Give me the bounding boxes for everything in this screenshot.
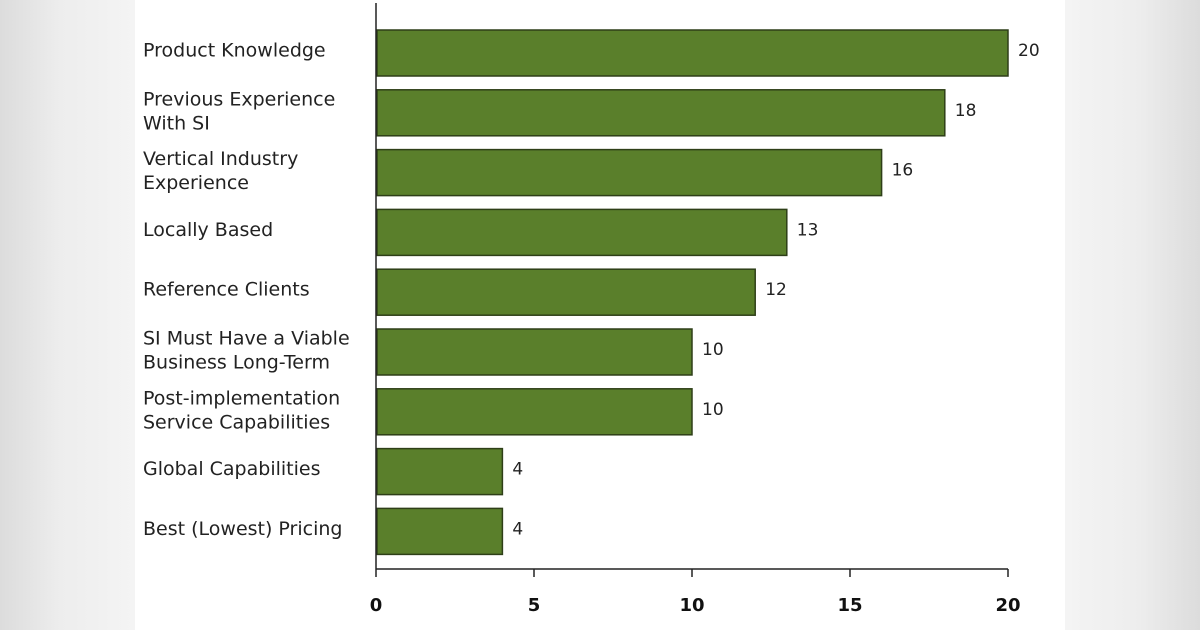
chart-panel: Product Knowledge Previous Experience With…	[135, 0, 1065, 630]
value-label: 4	[512, 460, 523, 480]
category-label: SI Must Have a Viable	[143, 328, 350, 350]
category-label: Vertical Industry	[143, 148, 298, 170]
bar	[376, 89, 946, 137]
bar	[376, 268, 756, 316]
category-label: Previous Experience	[143, 88, 335, 110]
value-label: 20	[1018, 41, 1040, 61]
bar	[376, 507, 504, 556]
category-label: With SI	[143, 112, 210, 134]
x-tick-label: 15	[837, 595, 862, 616]
bar-chart: Product Knowledge Previous ExperienceWith…	[143, 3, 1040, 616]
bar	[376, 388, 693, 436]
x-tick-label: 0	[370, 595, 383, 616]
axes-group: 0 5 10 15 20	[370, 3, 1021, 616]
value-label: 16	[892, 161, 914, 181]
bar	[376, 447, 504, 496]
value-label: 18	[955, 101, 977, 121]
category-label: Reference Clients	[143, 279, 310, 301]
x-tick-label: 20	[995, 595, 1020, 616]
category-label: Business Long-Term	[143, 352, 330, 374]
bar	[376, 148, 883, 197]
category-label: Product Knowledge	[143, 40, 326, 62]
value-label: 10	[702, 340, 724, 360]
category-label: Global Capabilities	[143, 458, 320, 480]
category-label: Best (Lowest) Pricing	[143, 518, 342, 540]
value-label: 10	[702, 400, 724, 420]
x-tick-label: 10	[679, 595, 704, 616]
bar	[376, 208, 788, 257]
bars-group	[376, 29, 1009, 556]
bar	[376, 328, 693, 376]
value-label: 13	[797, 220, 819, 240]
value-label: 12	[765, 280, 787, 300]
value-labels-group: 20 18 16 13 12 10 10 4 4	[512, 41, 1039, 539]
category-label: Post-implementation	[143, 387, 340, 409]
bar	[376, 29, 1009, 77]
value-label: 4	[512, 519, 523, 539]
category-labels-group: Product Knowledge Previous ExperienceWith…	[143, 40, 350, 540]
category-label: Experience	[143, 172, 249, 194]
category-label: Service Capabilities	[143, 411, 330, 433]
x-tick-label: 5	[528, 595, 541, 616]
category-label: Locally Based	[143, 219, 273, 241]
